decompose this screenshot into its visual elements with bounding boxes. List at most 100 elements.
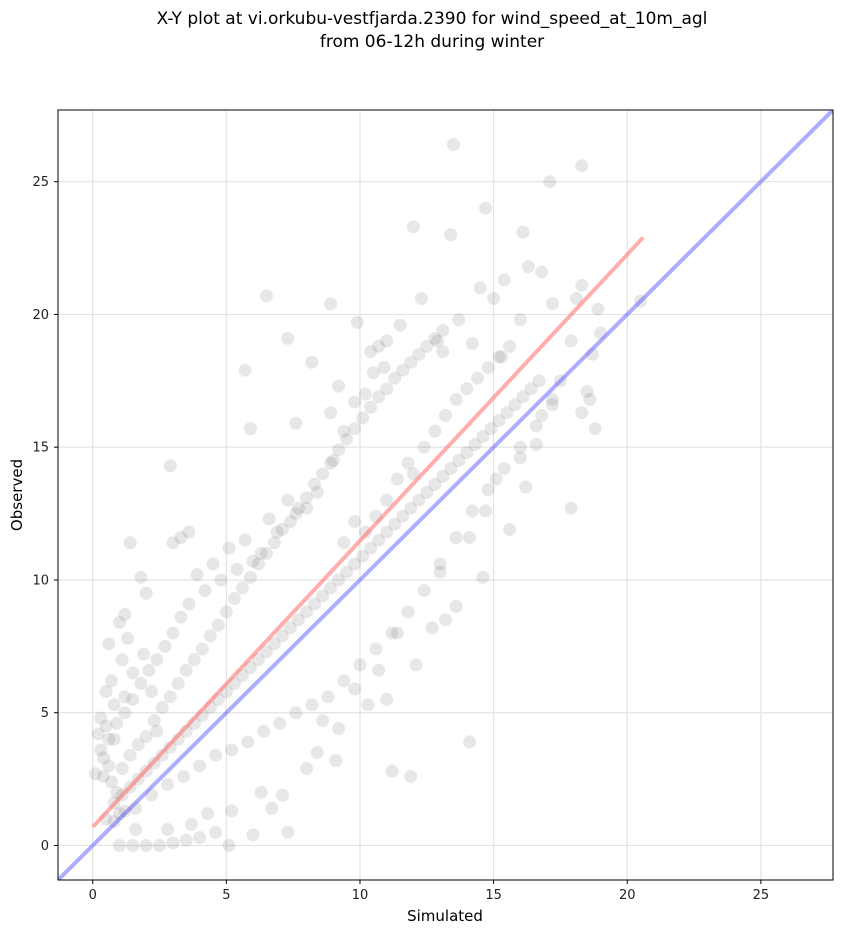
data-point bbox=[265, 801, 279, 815]
data-point bbox=[580, 384, 594, 398]
data-point bbox=[380, 525, 394, 539]
data-point bbox=[356, 411, 370, 425]
data-point bbox=[161, 777, 175, 791]
data-point bbox=[241, 735, 255, 749]
data-point bbox=[316, 714, 330, 728]
data-point bbox=[356, 549, 370, 563]
data-point bbox=[428, 331, 442, 345]
data-point bbox=[107, 732, 121, 746]
data-point bbox=[414, 292, 428, 306]
data-point bbox=[481, 361, 495, 375]
data-point bbox=[158, 639, 172, 653]
data-point bbox=[316, 467, 330, 481]
data-point bbox=[259, 289, 273, 303]
data-point bbox=[332, 722, 346, 736]
data-point bbox=[575, 278, 589, 292]
data-point bbox=[102, 732, 116, 746]
data-point bbox=[96, 751, 110, 765]
data-point bbox=[190, 568, 204, 582]
data-point bbox=[495, 350, 509, 364]
fit-line bbox=[92, 236, 644, 828]
data-point bbox=[289, 706, 303, 720]
y-axis-ticks: 0 5 10 15 20 25 bbox=[32, 175, 58, 854]
data-point bbox=[225, 743, 239, 757]
data-point bbox=[401, 456, 415, 470]
data-point bbox=[575, 406, 589, 420]
data-point bbox=[219, 605, 233, 619]
data-point bbox=[388, 517, 402, 531]
data-point bbox=[473, 281, 487, 295]
data-point bbox=[163, 459, 177, 473]
data-point bbox=[147, 714, 161, 728]
identity-line bbox=[58, 110, 833, 880]
data-point bbox=[476, 570, 490, 584]
data-point bbox=[503, 523, 517, 537]
data-point bbox=[460, 382, 474, 396]
data-point bbox=[214, 573, 228, 587]
data-point bbox=[230, 562, 244, 576]
data-point bbox=[177, 769, 191, 783]
data-point bbox=[428, 477, 442, 491]
data-point bbox=[182, 597, 196, 611]
data-point bbox=[251, 557, 265, 571]
data-point bbox=[503, 339, 517, 353]
data-point bbox=[436, 323, 450, 337]
data-point bbox=[420, 485, 434, 499]
y-tick-label: 5 bbox=[41, 706, 49, 721]
data-point bbox=[332, 573, 346, 587]
data-point bbox=[409, 658, 423, 672]
data-point bbox=[281, 331, 295, 345]
data-point bbox=[439, 613, 452, 627]
data-point bbox=[262, 512, 276, 526]
data-point bbox=[166, 836, 180, 850]
data-point bbox=[390, 472, 404, 486]
data-point bbox=[401, 605, 415, 619]
data-point bbox=[300, 761, 314, 775]
data-point bbox=[161, 823, 175, 837]
data-point bbox=[193, 759, 207, 773]
data-point bbox=[337, 424, 351, 438]
data-point bbox=[150, 653, 164, 667]
x-tick-label: 15 bbox=[485, 888, 502, 903]
data-point bbox=[137, 647, 151, 661]
data-point bbox=[91, 727, 105, 741]
data-point bbox=[324, 581, 338, 595]
data-point bbox=[139, 586, 153, 600]
y-tick-label: 15 bbox=[32, 441, 49, 456]
data-point bbox=[235, 581, 249, 595]
data-point bbox=[246, 828, 260, 842]
x-tick-label: 25 bbox=[753, 888, 770, 903]
data-point bbox=[516, 390, 530, 404]
data-point bbox=[308, 597, 322, 611]
data-point bbox=[99, 719, 113, 733]
data-point bbox=[145, 684, 159, 698]
data-point bbox=[284, 515, 297, 529]
data-point bbox=[99, 684, 113, 698]
data-point bbox=[243, 422, 257, 436]
data-point bbox=[201, 807, 215, 821]
data-point bbox=[281, 825, 295, 839]
data-point bbox=[353, 658, 367, 672]
data-point bbox=[372, 339, 386, 353]
data-point bbox=[118, 706, 132, 720]
data-point bbox=[430, 334, 444, 348]
data-point bbox=[524, 382, 538, 396]
y-tick-label: 0 bbox=[41, 839, 49, 854]
data-point bbox=[251, 653, 265, 667]
data-point bbox=[139, 838, 153, 852]
data-point bbox=[433, 565, 447, 579]
data-point bbox=[529, 438, 543, 452]
data-point bbox=[155, 700, 169, 714]
data-point bbox=[396, 363, 410, 377]
data-point bbox=[142, 663, 156, 677]
data-point bbox=[174, 530, 188, 544]
data-point bbox=[145, 788, 159, 802]
data-point bbox=[104, 674, 118, 688]
data-point bbox=[112, 838, 126, 852]
reference-lines bbox=[58, 110, 833, 880]
data-point bbox=[463, 735, 477, 749]
data-point bbox=[583, 392, 597, 406]
data-point bbox=[179, 663, 193, 677]
data-point bbox=[569, 292, 583, 306]
data-point bbox=[487, 292, 501, 306]
